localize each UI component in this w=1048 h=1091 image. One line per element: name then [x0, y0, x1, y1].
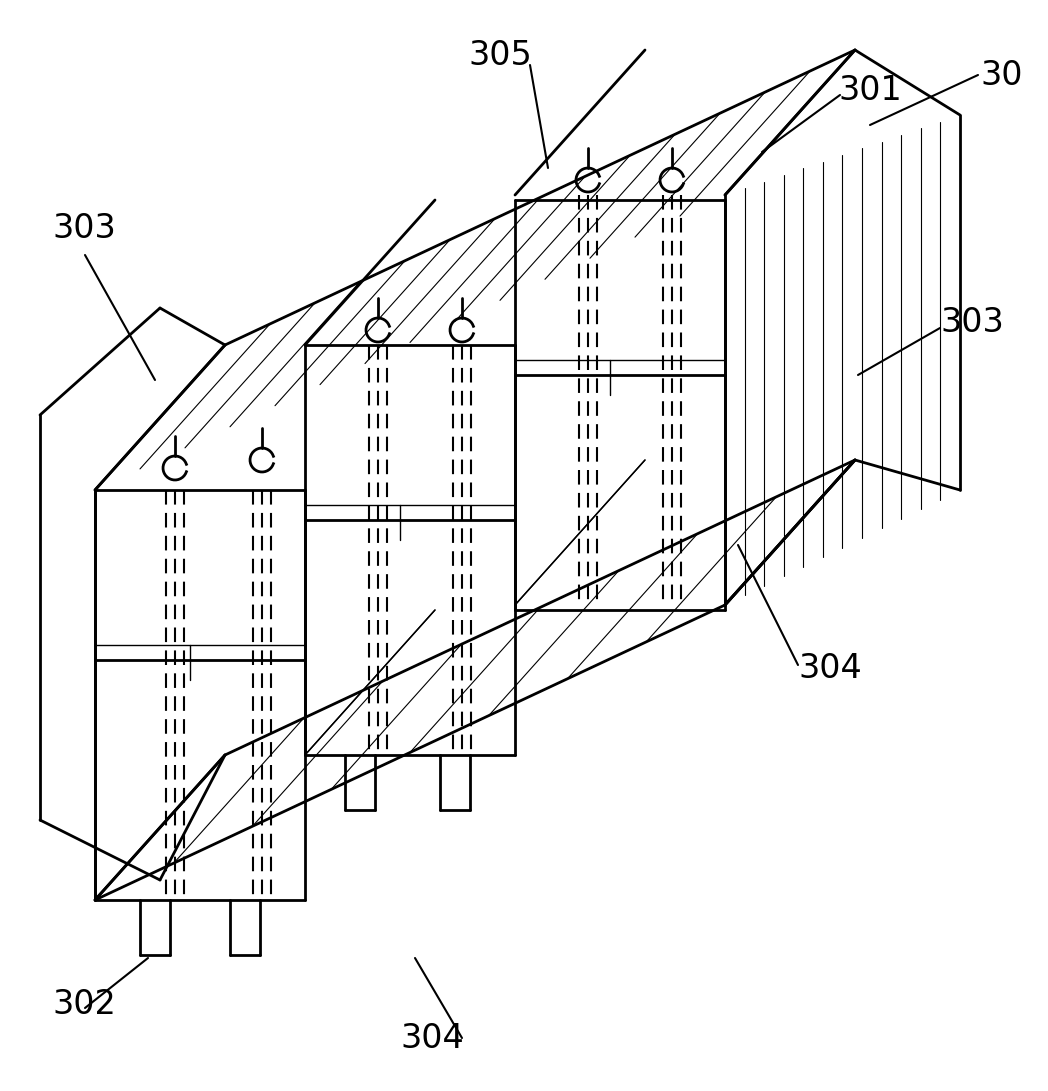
Text: 303: 303 — [52, 212, 115, 244]
Text: 303: 303 — [940, 305, 1004, 338]
Text: 302: 302 — [52, 988, 116, 1021]
Text: 304: 304 — [798, 651, 861, 684]
Text: 304: 304 — [400, 1021, 464, 1055]
Text: 30: 30 — [980, 59, 1023, 92]
Text: 301: 301 — [838, 73, 901, 107]
Text: 305: 305 — [468, 38, 531, 72]
